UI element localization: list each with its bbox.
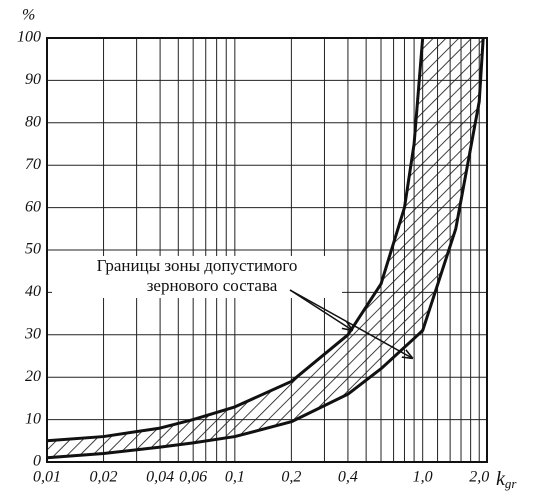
y-tick-label: 90 [25, 71, 41, 88]
annotation: Границы зоны допустимого [97, 256, 298, 275]
boundary-curve [46, 37, 425, 443]
x-tick-label: 0,2 [281, 469, 301, 486]
y-tick-label: 100 [17, 29, 41, 46]
x-tick-label: 1,0 [413, 469, 433, 486]
x-tick-label: 0,01 [33, 469, 61, 486]
x-tick-label: 2,0 [469, 469, 489, 486]
y-tick-label: 30 [24, 325, 41, 342]
hatched-band [47, 38, 484, 458]
y-tick-label: 0 [33, 453, 41, 470]
annotation-arrow [289, 289, 352, 330]
y-tick-label: 50 [25, 241, 41, 258]
y-tick-label: 20 [25, 368, 41, 385]
y-tick-label: 70 [25, 156, 41, 173]
y-tick-label: 60 [25, 198, 41, 215]
plot-frame [46, 37, 488, 463]
y-tick-label: 10 [25, 410, 41, 427]
annotation: зернового состава [147, 276, 278, 295]
x-tick-label: 0,06 [179, 469, 207, 486]
x-label: kgr [496, 468, 517, 491]
y-tick-label: 40 [25, 283, 41, 300]
y-tick-label: 80 [25, 113, 41, 130]
annotation-arrow [289, 289, 412, 358]
x-tick-label: 0,4 [338, 469, 358, 486]
x-tick-label: 0,02 [90, 469, 118, 486]
x-tick-label: 0,04 [146, 469, 174, 486]
annotation-bg [52, 256, 342, 298]
y-label: % [22, 7, 35, 24]
boundary-curve [46, 37, 485, 460]
x-tick-label: 0,1 [225, 469, 245, 486]
